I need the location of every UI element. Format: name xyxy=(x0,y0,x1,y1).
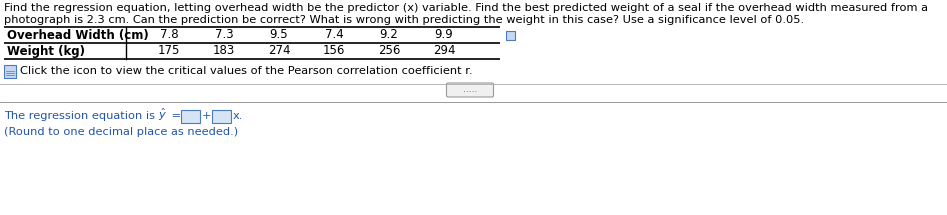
Bar xyxy=(4,65,16,78)
Text: Click the icon to view the critical values of the Pearson correlation coefficien: Click the icon to view the critical valu… xyxy=(20,66,473,76)
Text: 156: 156 xyxy=(323,45,346,57)
Bar xyxy=(506,31,515,40)
Text: =: = xyxy=(168,111,181,121)
Text: 274: 274 xyxy=(268,45,290,57)
Text: 7.8: 7.8 xyxy=(160,29,178,41)
Text: 175: 175 xyxy=(158,45,180,57)
Text: .....: ..... xyxy=(463,86,477,95)
Text: The regression equation is: The regression equation is xyxy=(4,111,159,121)
Text: 9.9: 9.9 xyxy=(435,29,454,41)
Text: Weight (kg): Weight (kg) xyxy=(7,45,85,57)
Text: 256: 256 xyxy=(378,45,401,57)
Text: 9.2: 9.2 xyxy=(380,29,399,41)
Text: 183: 183 xyxy=(213,45,235,57)
FancyBboxPatch shape xyxy=(446,83,493,97)
Text: 294: 294 xyxy=(433,45,456,57)
Bar xyxy=(181,110,200,123)
Text: (Round to one decimal place as needed.): (Round to one decimal place as needed.) xyxy=(4,127,238,137)
Text: 7.3: 7.3 xyxy=(215,29,233,41)
Text: $\hat{y}$: $\hat{y}$ xyxy=(158,106,167,123)
Text: 9.5: 9.5 xyxy=(270,29,288,41)
Text: Find the regression equation, letting overhead width be the predictor (x) variab: Find the regression equation, letting ov… xyxy=(4,3,928,13)
Bar xyxy=(212,110,231,123)
Text: 7.4: 7.4 xyxy=(325,29,344,41)
Text: x.: x. xyxy=(233,111,243,121)
Text: +: + xyxy=(202,111,211,121)
Text: photograph is 2.3 cm. Can the prediction be correct? What is wrong with predicti: photograph is 2.3 cm. Can the prediction… xyxy=(4,15,804,25)
Text: Overhead Width (cm): Overhead Width (cm) xyxy=(7,29,149,41)
